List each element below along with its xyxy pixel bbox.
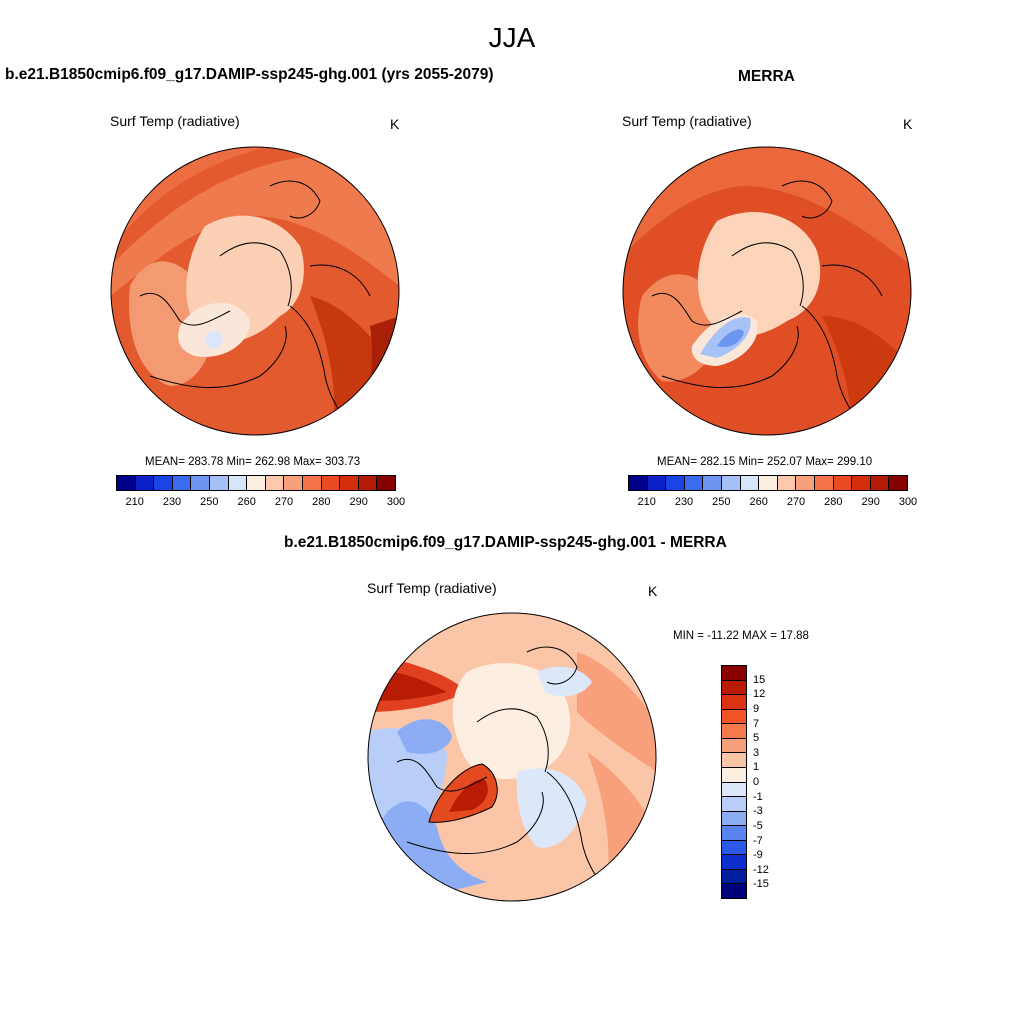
- diff-colorbar-swatch: [722, 797, 746, 812]
- figure-season-title: JJA: [488, 22, 536, 53]
- diff-colorbar-tick-label: 12: [753, 688, 766, 701]
- diff-colorbar-swatch: [722, 884, 746, 898]
- model-colorbar-tick-label: 270: [274, 496, 294, 508]
- diff-colorbar-tick-label: 5: [753, 732, 760, 745]
- diff-colorbar-tick-label: 1: [753, 761, 760, 774]
- diff-colorbar-swatch: [722, 666, 746, 681]
- model-colorbar-swatch: [377, 476, 395, 490]
- model-panel-title: b.e21.B1850cmip6.f09_g17.DAMIP-ssp245-gh…: [5, 66, 494, 83]
- obs-colorbar-swatch: [759, 476, 778, 490]
- obs-panel-title: MERRA: [738, 68, 795, 85]
- model-colorbar-tick-label: 280: [312, 496, 331, 508]
- model-colorbar-swatch: [265, 476, 285, 490]
- model-colorbar-tick-label: 260: [237, 496, 256, 508]
- obs-colorbar-swatch: [833, 476, 853, 490]
- model-colorbar-swatch: [117, 476, 136, 490]
- diff-colorbar-swatch: [722, 840, 746, 856]
- model-colorbar-swatch: [284, 476, 303, 490]
- diff-colorbar-swatch: [722, 855, 746, 870]
- diff-colorbar-tick-label: -5: [753, 819, 763, 832]
- diff-colorbar-swatch: [722, 695, 746, 710]
- obs-colorbar-tick-label: 280: [824, 496, 843, 508]
- obs-colorbar-tick-label: 260: [749, 496, 768, 508]
- diff-colorbar-tick-label: 15: [753, 673, 766, 686]
- diff-polar-map: [367, 612, 657, 902]
- diff-colorbar-swatch: [722, 680, 746, 696]
- model-colorbar-tick-label: 290: [349, 496, 368, 508]
- obs-colorbar-swatch: [852, 476, 871, 490]
- model-colorbar-swatch: [247, 476, 266, 490]
- model-stats: MEAN= 283.78 Min= 262.98 Max= 303.73: [145, 456, 361, 468]
- model-colorbar-swatch: [340, 476, 359, 490]
- diff-colorbar-swatch: [722, 709, 746, 725]
- obs-colorbar-swatch: [740, 476, 760, 490]
- model-colorbar: [116, 475, 396, 491]
- obs-colorbar-swatch: [666, 476, 685, 490]
- diff-colorbar-tick-label: -12: [753, 863, 769, 876]
- diff-colorbar-swatch: [722, 767, 746, 783]
- obs-colorbar-swatch: [647, 476, 667, 490]
- obs-stats: MEAN= 282.15 Min= 252.07 Max= 299.10: [657, 456, 873, 468]
- diff-panel-title: b.e21.B1850cmip6.f09_g17.DAMIP-ssp245-gh…: [284, 534, 727, 551]
- diff-colorbar-tick-label: -9: [753, 849, 763, 862]
- diff-colorbar-tick-label: 9: [753, 702, 760, 715]
- diff-colorbar-swatch: [722, 724, 746, 739]
- diff-colorbar-tick-label: 3: [753, 746, 760, 759]
- model-colorbar-swatch: [172, 476, 192, 490]
- model-colorbar-swatch: [135, 476, 155, 490]
- diff-colorbar-tick-label: -3: [753, 805, 763, 818]
- obs-colorbar-swatch: [721, 476, 741, 490]
- diff-colorbar-tick-label: -1: [753, 790, 763, 803]
- obs-colorbar-swatch: [870, 476, 890, 490]
- diff-colorbar-tick-label: -15: [753, 878, 769, 891]
- diff-colorbar-swatch: [722, 782, 746, 798]
- obs-colorbar-swatch: [777, 476, 797, 490]
- model-colorbar-swatch: [209, 476, 229, 490]
- obs-colorbar-tick-label: 300: [898, 496, 918, 508]
- model-polar-map: [110, 146, 400, 436]
- diff-stats: MIN = -11.22 MAX = 17.88: [673, 630, 809, 642]
- model-colorbar-swatch: [191, 476, 210, 490]
- diff-colorbar-swatch: [722, 869, 746, 885]
- model-colorbar-tick-label: 210: [125, 496, 144, 508]
- diff-colorbar-tick-label: 0: [753, 776, 760, 788]
- diff-colorbar-ticks: 15 12 9 7 5 3 1 0 -1 -3 -5 -7 -9 -12 -15: [753, 665, 793, 899]
- obs-colorbar-tick-label: 270: [786, 496, 806, 508]
- model-variable-label: Surf Temp (radiative): [110, 113, 240, 129]
- diff-colorbar-tick-label: 7: [753, 717, 760, 730]
- obs-colorbar-swatch: [703, 476, 722, 490]
- diff-colorbar-swatch: [722, 753, 746, 768]
- model-colorbar-swatch: [302, 476, 322, 490]
- obs-colorbar-tick-label: 250: [712, 496, 731, 508]
- model-colorbar-ticks: 210 230 250 260 270 280 290 300: [116, 496, 405, 510]
- obs-colorbar-tick-label: 230: [674, 496, 694, 508]
- obs-colorbar-swatch: [814, 476, 834, 490]
- obs-colorbar-ticks: 210 230 250 260 270 280 290 300: [628, 496, 917, 510]
- obs-colorbar-swatch: [796, 476, 815, 490]
- diff-variable-label: Surf Temp (radiative): [367, 580, 497, 596]
- diff-colorbar-swatch: [722, 738, 746, 754]
- obs-unit-label: K: [903, 116, 913, 132]
- obs-polar-map: [622, 146, 912, 436]
- obs-colorbar-swatch: [889, 476, 907, 490]
- obs-colorbar-tick-label: 290: [861, 496, 880, 508]
- model-colorbar-swatch: [228, 476, 248, 490]
- model-unit-label: K: [390, 116, 400, 132]
- model-colorbar-swatch: [358, 476, 378, 490]
- model-colorbar-tick-label: 250: [200, 496, 219, 508]
- model-colorbar-tick-label: 230: [162, 496, 182, 508]
- diff-unit-label: K: [648, 583, 658, 599]
- diff-colorbar: [721, 665, 747, 899]
- diff-colorbar-swatch: [722, 826, 746, 841]
- model-colorbar-swatch: [154, 476, 173, 490]
- diff-colorbar-tick-label: -7: [753, 834, 763, 847]
- obs-colorbar: [628, 475, 908, 491]
- obs-colorbar-tick-label: 210: [637, 496, 656, 508]
- model-colorbar-swatch: [321, 476, 341, 490]
- obs-colorbar-swatch: [684, 476, 704, 490]
- obs-colorbar-swatch: [629, 476, 648, 490]
- obs-variable-label: Surf Temp (radiative): [622, 113, 752, 129]
- model-colorbar-tick-label: 300: [386, 496, 406, 508]
- diff-colorbar-swatch: [722, 811, 746, 827]
